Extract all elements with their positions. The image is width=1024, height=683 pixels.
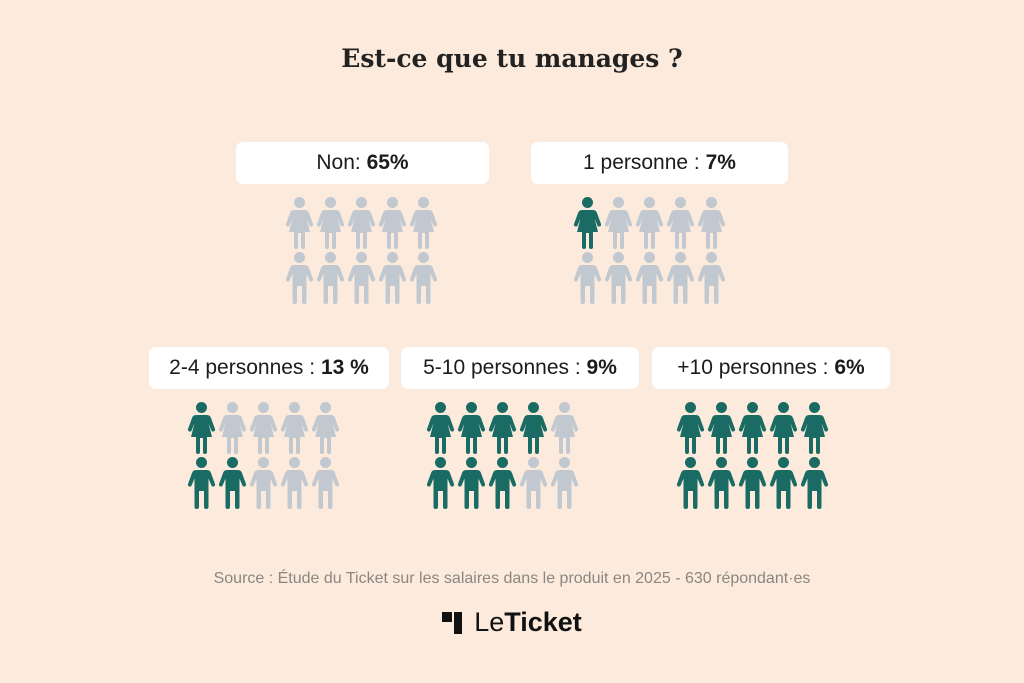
- group-2-4-personnes: 2-4 personnes : 13 %: [149, 347, 389, 509]
- person-icon-highlighted: [187, 457, 216, 509]
- person-icon: [311, 402, 340, 454]
- person-icon: [347, 197, 376, 249]
- group-non: Non: 65%: [236, 142, 489, 304]
- person-icon: [280, 457, 309, 509]
- person-icon-highlighted: [488, 402, 517, 454]
- person-icon-highlighted: [769, 457, 798, 509]
- person-icon: [666, 197, 695, 249]
- category-label-text: 5-10 personnes :: [423, 356, 581, 379]
- person-icon: [666, 252, 695, 304]
- person-icon-highlighted: [519, 402, 548, 454]
- category-label: Non: 65%: [236, 142, 489, 184]
- category-label-text: Non:: [316, 151, 361, 174]
- source-note: Source : Étude du Ticket sur les salaire…: [213, 570, 811, 587]
- brand-name-part2: Ticket: [504, 607, 582, 637]
- person-icon: [285, 252, 314, 304]
- person-icon-highlighted: [800, 402, 829, 454]
- category-label: +10 personnes : 6%: [652, 347, 890, 389]
- group-5-10-personnes: 5-10 personnes : 9%: [401, 347, 639, 509]
- person-icon-highlighted: [426, 457, 455, 509]
- person-icon: [604, 197, 633, 249]
- category-label: 1 personne : 7%: [531, 142, 788, 184]
- person-icon-highlighted: [426, 402, 455, 454]
- person-icon-highlighted: [769, 402, 798, 454]
- person-icon: [550, 457, 579, 509]
- category-value: 7%: [705, 151, 736, 174]
- person-icon: [604, 252, 633, 304]
- person-icon-highlighted: [457, 402, 486, 454]
- brand-logo: LeTicket: [0, 607, 1024, 640]
- person-icon: [409, 252, 438, 304]
- category-value: 13 %: [320, 356, 369, 379]
- person-icon-highlighted: [676, 402, 705, 454]
- person-icon: [635, 252, 664, 304]
- category-value: 6%: [834, 356, 865, 379]
- person-icon-highlighted: [573, 197, 602, 249]
- person-icon: [285, 197, 314, 249]
- person-icon: [347, 252, 376, 304]
- person-icon: [697, 252, 726, 304]
- person-grid: [284, 196, 439, 306]
- person-icon-highlighted: [800, 457, 829, 509]
- person-icon-highlighted: [707, 402, 736, 454]
- person-icon: [635, 197, 664, 249]
- person-grid: [425, 401, 580, 511]
- person-icon-highlighted: [676, 457, 705, 509]
- category-label: 2-4 personnes : 13 %: [149, 347, 389, 389]
- person-icon-highlighted: [707, 457, 736, 509]
- category-label: 5-10 personnes : 9%: [401, 347, 639, 389]
- chart-title: Est-ce que tu manages ?: [341, 44, 683, 73]
- brand-name-part1: Le: [474, 607, 505, 637]
- person-icon: [316, 197, 345, 249]
- category-value: 65%: [366, 151, 409, 174]
- person-icon: [218, 402, 247, 454]
- person-icon: [316, 252, 345, 304]
- person-grid: [572, 196, 727, 306]
- person-icon-highlighted: [488, 457, 517, 509]
- person-icon-highlighted: [218, 457, 247, 509]
- brand-name: LeTicket: [474, 607, 582, 638]
- person-icon-highlighted: [738, 402, 767, 454]
- group-1-personne: 1 personne : 7%: [531, 142, 788, 304]
- person-icon: [378, 252, 407, 304]
- person-icon: [697, 197, 726, 249]
- person-icon: [311, 457, 340, 509]
- person-grid: [675, 401, 830, 511]
- category-label-text: 2-4 personnes :: [169, 356, 316, 379]
- person-icon: [249, 457, 278, 509]
- person-icon: [378, 197, 407, 249]
- category-label-text: +10 personnes :: [677, 356, 829, 379]
- person-icon-highlighted: [738, 457, 767, 509]
- category-label-text: 1 personne :: [583, 151, 700, 174]
- person-icon: [409, 197, 438, 249]
- person-icon-highlighted: [187, 402, 216, 454]
- leticket-logo-icon: [442, 611, 463, 634]
- person-icon: [249, 402, 278, 454]
- person-icon: [573, 252, 602, 304]
- person-icon: [280, 402, 309, 454]
- person-icon: [519, 457, 548, 509]
- person-icon-highlighted: [457, 457, 486, 509]
- person-grid: [186, 401, 341, 511]
- category-value: 9%: [586, 356, 617, 379]
- group-plus-10-personnes: +10 personnes : 6%: [652, 347, 890, 509]
- person-icon: [550, 402, 579, 454]
